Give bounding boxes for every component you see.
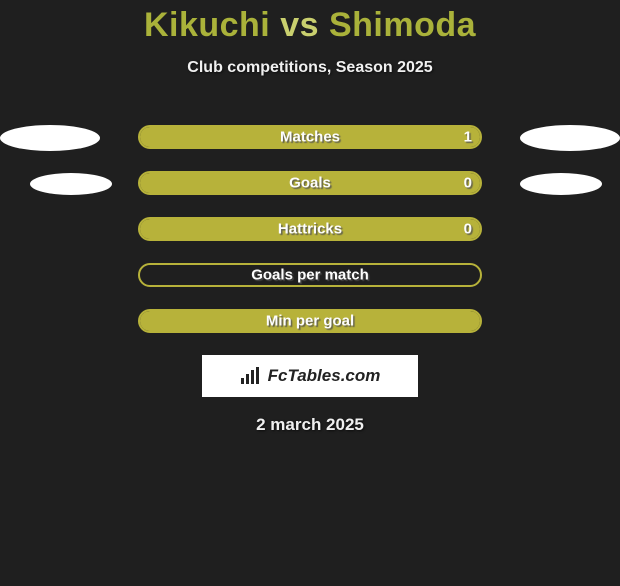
avatar-placeholder-right-1 [520,125,620,151]
avatar-placeholder-left-2 [30,173,112,195]
source-badge[interactable]: FcTables.com [202,355,418,397]
title-vs: vs [280,6,319,44]
date-text: 2 march 2025 [0,415,620,435]
stat-label: Matches [280,129,340,146]
title-player2: Shimoda [329,6,476,44]
title-player1: Kikuchi [144,6,270,44]
stat-bar: Hattricks 0 [138,217,482,241]
stat-label: Goals [289,175,331,192]
content-area: Matches 1 Goals 0 Hattricks 0 Goals per … [0,125,620,435]
stat-bar: Goals per match [138,263,482,287]
avatar-placeholder-right-2 [520,173,602,195]
badge-text: FcTables.com [268,366,381,386]
stat-bars: Matches 1 Goals 0 Hattricks 0 Goals per … [138,125,482,333]
stat-label: Min per goal [266,313,354,330]
stat-bar: Min per goal [138,309,482,333]
stat-bar: Goals 0 [138,171,482,195]
stat-value-right: 0 [464,175,472,192]
title: Kikuchi vs Shimoda [0,6,620,45]
stat-value-right: 0 [464,221,472,238]
avatar-placeholder-left-1 [0,125,100,151]
chart-icon [240,367,262,385]
subtitle: Club competitions, Season 2025 [0,59,620,77]
stat-label: Goals per match [251,267,369,284]
stat-label: Hattricks [278,221,342,238]
stat-bar: Matches 1 [138,125,482,149]
stat-value-right: 1 [464,129,472,146]
